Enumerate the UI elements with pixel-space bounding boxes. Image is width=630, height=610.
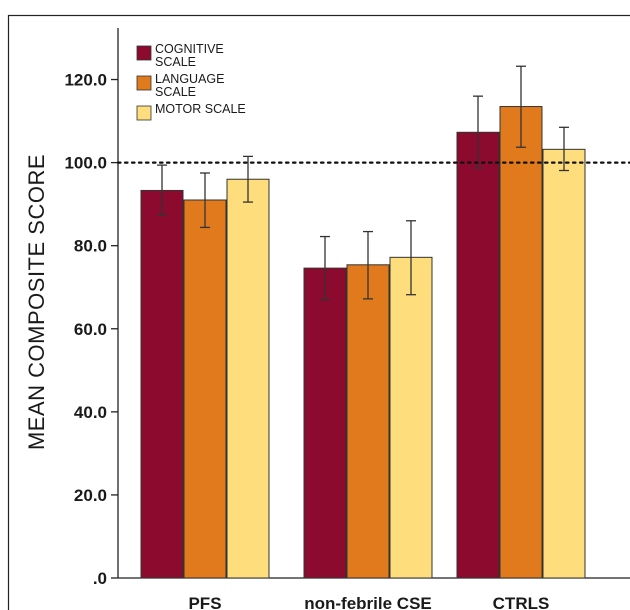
bar bbox=[389, 256, 433, 579]
bar bbox=[183, 199, 227, 579]
legend-swatch bbox=[136, 105, 152, 121]
x-axis-categories: PFS non-febrile CSE CTRLS bbox=[188, 594, 549, 610]
y-tick-label: 40.0 bbox=[74, 403, 107, 422]
bars bbox=[140, 106, 586, 579]
legend-label: COGNITIVE bbox=[155, 42, 224, 56]
legend-swatch bbox=[136, 45, 152, 61]
bar bbox=[140, 189, 184, 579]
legend-label: SCALE bbox=[155, 85, 196, 99]
y-tick-label: 20.0 bbox=[74, 486, 107, 505]
x-category-label: non-febrile CSE bbox=[304, 594, 432, 610]
y-tick-label: 120.0 bbox=[64, 71, 107, 90]
y-axis-title: MEAN COMPOSITE SCORE bbox=[24, 154, 49, 450]
y-tick-label: 60.0 bbox=[74, 320, 107, 339]
bar bbox=[499, 106, 543, 579]
error-bars bbox=[157, 65, 569, 301]
bar bbox=[456, 131, 500, 579]
bar bbox=[542, 148, 586, 579]
x-category-label: CTRLS bbox=[493, 594, 550, 610]
bar bbox=[346, 264, 390, 579]
legend-swatch bbox=[136, 75, 152, 91]
legend-label: LANGUAGE bbox=[155, 72, 224, 86]
legend-label: MOTOR SCALE bbox=[155, 102, 246, 116]
legend-label: SCALE bbox=[155, 55, 196, 69]
bar bbox=[303, 267, 347, 579]
y-tick-label: 80.0 bbox=[74, 237, 107, 256]
bar bbox=[226, 178, 270, 579]
y-tick-label: .0 bbox=[93, 569, 107, 588]
x-category-label: PFS bbox=[188, 594, 221, 610]
y-tick-label: 100.0 bbox=[64, 154, 107, 173]
figure-border bbox=[7, 14, 630, 610]
